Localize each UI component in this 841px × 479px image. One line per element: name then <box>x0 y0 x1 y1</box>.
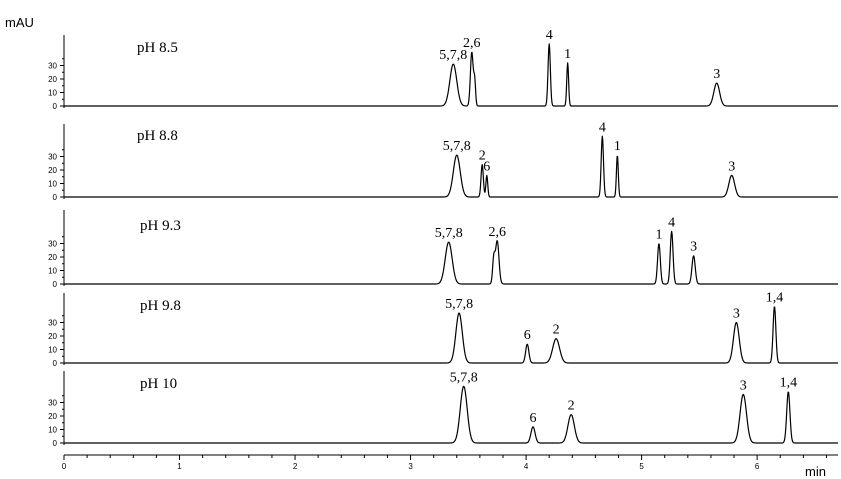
peak-label: 1,4 <box>780 376 798 391</box>
peak-label: 1 <box>655 228 662 243</box>
y-tick-label: 10 <box>48 346 57 355</box>
peak-label: 1 <box>614 139 621 154</box>
peak-label: 6 <box>530 411 537 426</box>
peak-label: 4 <box>546 28 553 43</box>
y-tick-label: 30 <box>48 240 57 249</box>
peak-label: 5,7,8 <box>450 370 478 385</box>
x-tick-label: 2 <box>293 462 298 471</box>
panel-2: 0 10 20 30 pH 8.8 5,7,8 26 41 3 <box>48 120 839 202</box>
panel-5: 0 10 20 30 pH 10 5,7,8 6 2 3 1,4 <box>48 370 839 448</box>
y-tick-label: 30 <box>48 62 57 71</box>
panel-label: pH 8.5 <box>137 40 178 56</box>
x-tick-label: 4 <box>524 462 529 471</box>
y-tick-label: 20 <box>48 166 57 175</box>
x-axis-unit-label: min <box>805 464 826 479</box>
peak-label: 3 <box>690 240 697 255</box>
panel-3: 0 10 20 30 pH 9.3 5,7,8 2,6 143 <box>48 210 839 289</box>
peak-label: 5,7,8 <box>443 139 471 154</box>
chromatogram-trace <box>63 135 839 198</box>
chromatogram-trace <box>63 385 839 444</box>
peak-label: 3 <box>728 159 735 174</box>
peak-label: 4 <box>668 215 675 230</box>
y-tick-label: 10 <box>48 426 57 435</box>
panel-4: 0 10 20 30 pH 9.8 5,7,8 6 2 3 1,4 <box>48 290 839 368</box>
y-tick-label: 10 <box>48 267 57 276</box>
peak-label: 1 <box>564 47 571 62</box>
chromatogram-trace <box>63 230 839 285</box>
peak-label: 1,4 <box>766 290 784 305</box>
y-tick-label: 20 <box>48 412 57 421</box>
y-tick-label: 20 <box>48 75 57 84</box>
x-axis: 0 1 2 3 4 5 6 <box>62 454 838 471</box>
peak-label: 2,6 <box>488 225 506 240</box>
x-tick-label: 1 <box>177 462 182 471</box>
peak-label: 3 <box>713 67 720 82</box>
panel-label: pH 9.3 <box>140 218 181 234</box>
peak-label: 5,7,8 <box>435 226 463 241</box>
y-axis-unit-label: mAU <box>5 15 34 30</box>
peak-label: 5,7,8 <box>445 297 473 312</box>
y-tick-label: 0 <box>53 359 58 368</box>
peak-label: 6 <box>524 328 531 343</box>
peak-label: 3 <box>740 378 747 393</box>
y-tick-label: 0 <box>53 280 58 289</box>
panel-label: pH 9.8 <box>140 298 181 314</box>
y-tick-label: 0 <box>53 102 58 111</box>
y-tick-label: 0 <box>53 193 58 202</box>
peak-label: 2 <box>553 323 560 338</box>
x-tick-label: 0 <box>62 462 67 471</box>
peak-label: 2 <box>479 149 486 164</box>
peak-label: 6 <box>483 159 490 174</box>
peak-label: 3 <box>733 307 740 322</box>
chromatogram-trace <box>63 306 839 364</box>
y-tick-label: 30 <box>48 319 57 328</box>
peak-label: 2 <box>568 399 575 414</box>
panel-label: pH 10 <box>140 376 177 392</box>
x-tick-label: 6 <box>755 462 760 471</box>
y-tick-label: 30 <box>48 153 57 162</box>
panel-1: 0 10 20 30 pH 8.5 5,7,82,6 41 3 <box>48 28 839 111</box>
x-tick-label: 3 <box>408 462 413 471</box>
y-tick-label: 0 <box>53 439 58 448</box>
y-tick-label: 10 <box>48 180 57 189</box>
peak-label: 5,7,8 <box>439 48 467 63</box>
y-tick-label: 10 <box>48 89 57 98</box>
peak-label: 4 <box>599 120 606 135</box>
chromatogram-trace <box>63 43 839 107</box>
x-tick-label: 5 <box>639 462 644 471</box>
y-tick-label: 20 <box>48 253 57 262</box>
y-tick-label: 30 <box>48 399 57 408</box>
y-tick-label: 20 <box>48 332 57 341</box>
panel-label: pH 8.8 <box>137 128 178 144</box>
peak-label: 2,6 <box>463 36 481 51</box>
